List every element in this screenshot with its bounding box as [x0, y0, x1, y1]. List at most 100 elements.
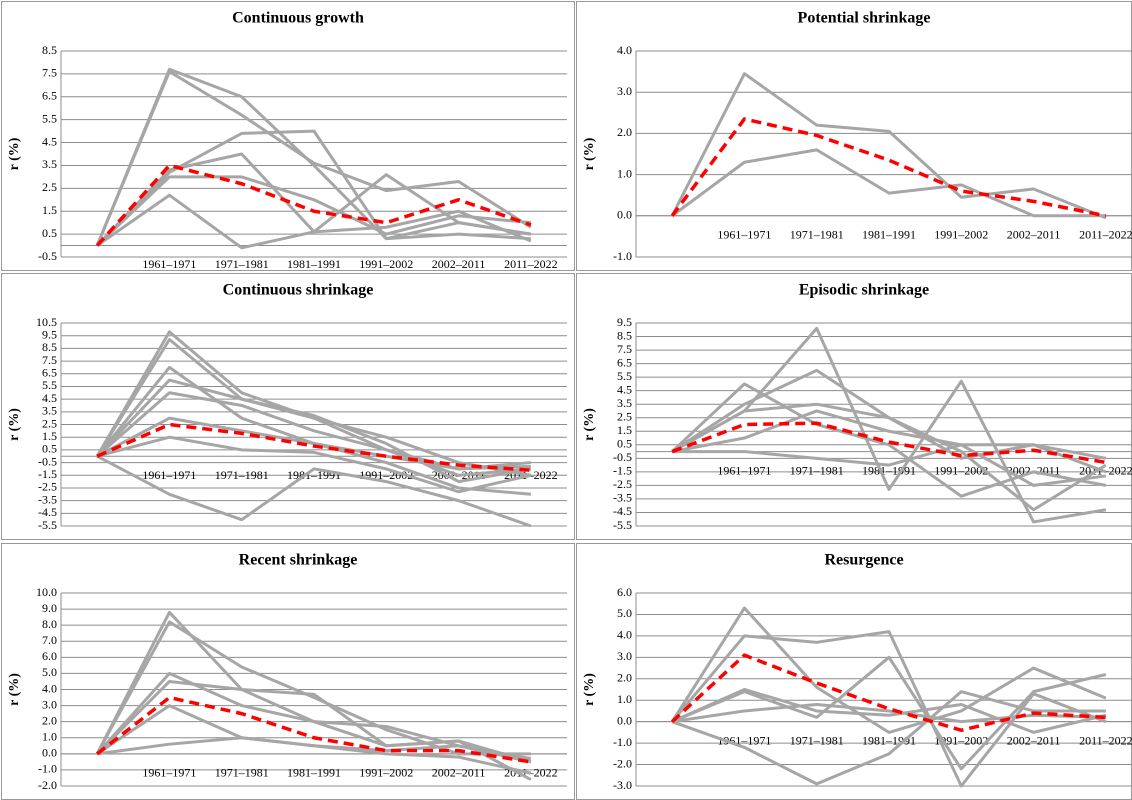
series-line — [96, 416, 531, 471]
y-axis-label: r (%) — [7, 408, 22, 441]
y-tick-label: -4.5 — [38, 505, 57, 519]
x-tick-label: 2011–2022 — [504, 257, 558, 271]
y-tick-label: 3.0 — [617, 649, 632, 663]
y-tick-label: 5.0 — [42, 665, 57, 679]
y-tick-label: 7.5 — [617, 342, 632, 356]
y-tick-label: 0.5 — [42, 442, 57, 456]
panel: Resurgence -3.0 -2.0 -1.0 0.0 1.0 2.0 3.0 4.0 5.0… — [576, 543, 1132, 800]
x-tick-label: 2002–2011 — [1007, 228, 1061, 242]
panel: Continuous growth -0.5 0.5 1.5 2.5 3.5 4.5 5.5 6… — [1, 1, 575, 271]
series-line — [671, 703, 1106, 724]
panel-frame — [576, 543, 1132, 800]
y-tick-label: 6.5 — [617, 355, 632, 369]
x-tick-label: 1971–1981 — [215, 468, 269, 482]
y-tick-label: 2.0 — [42, 713, 57, 727]
mean-line — [670, 653, 1106, 732]
y-tick-label: -2.5 — [613, 477, 632, 491]
y-axis-label: r (%) — [582, 408, 597, 441]
y-tick-label: 8.5 — [42, 340, 57, 354]
series-line — [671, 382, 1107, 498]
y-tick-label: 5.5 — [617, 369, 632, 383]
y-tick-label: 8.5 — [42, 43, 57, 57]
series-line — [96, 175, 531, 247]
x-tick-label: 1981–1991 — [862, 733, 916, 747]
y-tick-label: 9.5 — [42, 327, 57, 341]
series-line — [96, 435, 532, 494]
y-tick-label: -1.5 — [38, 467, 57, 481]
series-line — [95, 70, 532, 247]
series-line — [671, 690, 1106, 786]
y-tick-label: 1.5 — [42, 203, 57, 217]
panel: Continuous shrinkage -5.5-4.5-3.5-2.5-1.5… — [1, 273, 575, 540]
y-tick-label: -1.0 — [613, 249, 632, 263]
y-tick-label: 1.0 — [617, 692, 632, 706]
mean-line — [670, 117, 1107, 218]
x-tick-label: 2002–2011 — [1007, 733, 1061, 747]
y-tick-label: -0.5 — [613, 450, 632, 464]
x-tick-label: 1971–1981 — [215, 766, 269, 780]
y-axis-label: r (%) — [582, 673, 597, 706]
y-tick-label: -5.5 — [613, 518, 632, 532]
x-tick-label: 1971–1981 — [790, 228, 844, 242]
x-tick-label: 1961–1971 — [142, 257, 196, 271]
series-line — [671, 655, 1107, 771]
panel: Potential shrinkage -1.0 0.0 1.0 2.0 3.0 4.0 r … — [576, 1, 1132, 271]
y-tick-label: 0.0 — [617, 713, 632, 727]
y-tick-label: 3.5 — [42, 404, 57, 418]
y-tick-label: 3.5 — [617, 396, 632, 410]
y-tick-label: 1.5 — [617, 423, 632, 437]
x-tick-label: 2011–2022 — [1079, 228, 1132, 242]
series-line — [671, 409, 1107, 487]
y-tick-label: 3.0 — [617, 84, 632, 98]
y-tick-label: 0.5 — [617, 437, 632, 451]
panel-frame — [576, 1, 1132, 271]
y-tick-label: 2.0 — [617, 125, 632, 139]
y-tick-label: -3.5 — [613, 491, 632, 505]
x-tick-label: 1961–1971 — [717, 228, 771, 242]
y-tick-label: 1.5 — [42, 429, 57, 443]
y-tick-label: 5.0 — [617, 606, 632, 620]
y-tick-label: 10.5 — [36, 315, 57, 329]
y-tick-label: 4.5 — [617, 382, 632, 396]
x-tick-label: 2011–2022 — [1079, 733, 1132, 747]
chart-title: Recent shrinkage — [239, 552, 358, 569]
y-tick-label: 6.5 — [42, 89, 57, 103]
y-tick-label: 5.5 — [42, 378, 57, 392]
y-tick-label: -3.0 — [613, 778, 632, 792]
x-tick-label: 1961–1971 — [142, 766, 196, 780]
series-line — [96, 679, 532, 764]
chart-title: Continuous growth — [232, 10, 364, 27]
y-tick-label: 9.0 — [42, 601, 57, 615]
y-axis-label: r (%) — [582, 137, 597, 170]
chart-title: Potential shrinkage — [798, 10, 931, 27]
series-line — [96, 378, 532, 477]
y-tick-label: -1.5 — [613, 464, 632, 478]
chart-title: Episodic shrinkage — [799, 282, 929, 299]
x-tick-label: 1981–1991 — [862, 228, 916, 242]
y-tick-label: 5.5 — [42, 111, 57, 125]
chart-title: Resurgence — [824, 552, 903, 569]
x-tick-label: 1981–1991 — [287, 766, 341, 780]
y-axis-label: r (%) — [7, 673, 22, 706]
y-tick-label: 1.0 — [42, 730, 57, 744]
y-tick-label: 8.5 — [617, 328, 632, 342]
y-tick-label: 4.0 — [42, 681, 57, 695]
y-tick-label: 4.0 — [617, 628, 632, 642]
y-tick-label: -1.0 — [38, 762, 57, 776]
y-tick-label: -3.5 — [38, 492, 57, 506]
y-tick-label: 3.5 — [42, 157, 57, 171]
panel-frame — [576, 273, 1132, 540]
x-tick-label: 1961–1971 — [142, 468, 196, 482]
series-line — [95, 337, 532, 484]
mean-line — [671, 421, 1107, 465]
y-tick-label: 2.5 — [42, 416, 57, 430]
y-tick-label: -2.0 — [38, 778, 57, 792]
x-tick-label: 1991–2002 — [359, 257, 413, 271]
x-tick-label: 1991–2002 — [359, 766, 413, 780]
mean-line — [96, 695, 532, 764]
x-tick-label: 1991–2002 — [934, 733, 988, 747]
x-tick-label: 1981–1991 — [287, 257, 341, 271]
x-tick-label: 1991–2002 — [934, 228, 988, 242]
